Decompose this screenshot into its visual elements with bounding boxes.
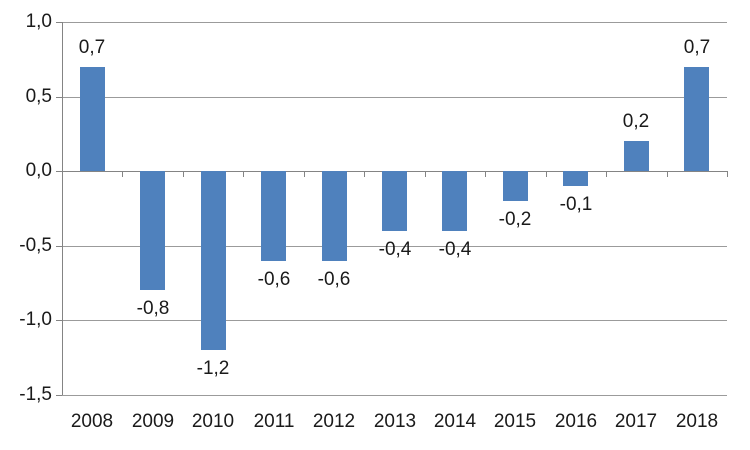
gridline: [62, 22, 727, 23]
x-axis-label-2011: 2011: [253, 411, 295, 432]
y-axis-tick: [56, 171, 62, 172]
x-axis-label-2009: 2009: [131, 411, 175, 432]
value-label-2009: -0,8: [136, 298, 170, 319]
x-axis-tick: [364, 171, 365, 177]
y-axis-label: -1,5: [19, 384, 52, 405]
y-axis-tick: [56, 97, 62, 98]
x-axis-label-2013: 2013: [373, 411, 417, 432]
y-axis-line: [62, 22, 63, 395]
bar-2014: [442, 171, 467, 231]
value-label-2016: -0,1: [559, 194, 593, 215]
gridline: [62, 97, 727, 98]
y-axis-label: 0,5: [25, 86, 52, 107]
gridline: [62, 395, 727, 396]
y-axis-tick: [56, 246, 62, 247]
value-label-2008: 0,7: [78, 37, 106, 58]
value-label-2010: -1,2: [196, 358, 230, 379]
x-axis-label-2018: 2018: [675, 411, 719, 432]
x-axis-tick: [183, 171, 184, 177]
bar-2015: [503, 171, 528, 201]
y-axis-tick: [56, 320, 62, 321]
x-axis-label-2012: 2012: [312, 411, 356, 432]
x-axis-tick: [727, 171, 728, 177]
bar-2012: [322, 171, 347, 261]
gridline: [62, 320, 727, 321]
x-axis-label-2016: 2016: [554, 411, 598, 432]
x-axis-tick: [425, 171, 426, 177]
y-axis-label: -1,0: [19, 309, 52, 330]
value-label-2017: 0,2: [622, 111, 650, 132]
value-label-2014: -0,4: [438, 239, 472, 260]
x-axis-tick: [304, 171, 305, 177]
x-axis-tick: [546, 171, 547, 177]
value-label-2018: 0,7: [683, 37, 711, 58]
x-axis-tick: [62, 171, 63, 177]
value-label-2012: -0,6: [317, 269, 351, 290]
y-axis-label: -0,5: [19, 235, 52, 256]
y-axis-label: 0,0: [25, 160, 52, 181]
bar-2008: [80, 67, 105, 171]
y-axis-label: 1,0: [25, 11, 52, 32]
y-axis-tick: [56, 395, 62, 396]
gridline: [62, 246, 727, 247]
x-axis-label-2015: 2015: [493, 411, 537, 432]
y-axis-tick: [56, 22, 62, 23]
x-axis-label-2008: 2008: [70, 411, 114, 432]
value-label-2013: -0,4: [378, 239, 412, 260]
value-label-2011: -0,6: [257, 269, 291, 290]
bar-2010: [201, 171, 226, 350]
x-axis-label-2014: 2014: [433, 411, 477, 432]
bar-2016: [563, 171, 588, 186]
bar-2011: [261, 171, 286, 261]
value-label-2015: -0,2: [498, 209, 532, 230]
x-axis-tick: [122, 171, 123, 177]
x-axis-tick: [485, 171, 486, 177]
x-axis-tick: [243, 171, 244, 177]
bar-2017: [624, 141, 649, 171]
bar-2018: [684, 67, 709, 171]
x-axis-label-2010: 2010: [191, 411, 235, 432]
bar-2013: [382, 171, 407, 231]
x-axis-tick: [606, 171, 607, 177]
x-axis-label-2017: 2017: [614, 411, 658, 432]
x-axis-tick: [667, 171, 668, 177]
bar-2009: [140, 171, 165, 290]
